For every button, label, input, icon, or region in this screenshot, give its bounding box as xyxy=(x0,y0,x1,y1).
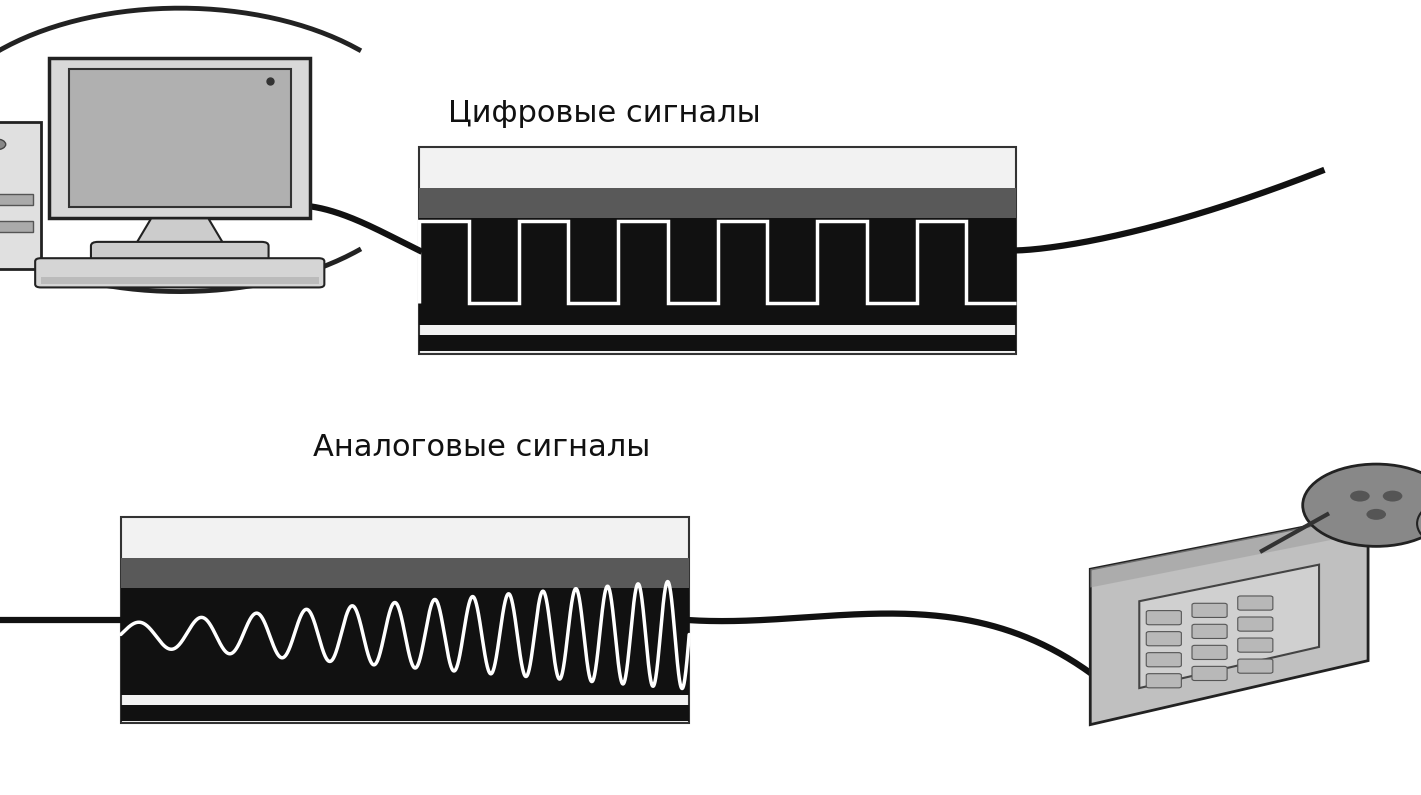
Bar xyxy=(0,194,33,205)
Circle shape xyxy=(0,139,6,150)
FancyBboxPatch shape xyxy=(1147,653,1181,667)
FancyBboxPatch shape xyxy=(1192,646,1228,660)
Circle shape xyxy=(1417,496,1421,551)
Bar xyxy=(121,517,689,723)
FancyBboxPatch shape xyxy=(1238,617,1273,631)
FancyBboxPatch shape xyxy=(1147,631,1181,646)
FancyBboxPatch shape xyxy=(1238,638,1273,652)
FancyBboxPatch shape xyxy=(1192,666,1228,681)
FancyBboxPatch shape xyxy=(1147,673,1181,688)
FancyBboxPatch shape xyxy=(1238,596,1273,610)
Polygon shape xyxy=(1090,514,1368,588)
FancyBboxPatch shape xyxy=(1238,659,1273,673)
Polygon shape xyxy=(1090,514,1368,725)
Circle shape xyxy=(1303,464,1421,546)
Polygon shape xyxy=(135,219,225,246)
FancyBboxPatch shape xyxy=(1147,611,1181,625)
Bar xyxy=(121,558,689,588)
Bar xyxy=(419,188,1016,325)
Bar xyxy=(121,704,689,720)
Bar xyxy=(41,277,318,285)
FancyBboxPatch shape xyxy=(36,258,324,288)
Circle shape xyxy=(1367,509,1385,520)
Circle shape xyxy=(1383,491,1403,502)
Bar xyxy=(68,69,291,207)
Bar xyxy=(48,59,310,219)
Bar xyxy=(419,188,1016,219)
FancyBboxPatch shape xyxy=(1192,624,1228,638)
FancyBboxPatch shape xyxy=(1192,603,1228,618)
Bar xyxy=(419,147,1016,354)
Bar xyxy=(0,122,41,269)
Bar xyxy=(0,221,33,232)
Text: Цифровые сигналы: Цифровые сигналы xyxy=(448,99,760,128)
Circle shape xyxy=(1350,491,1370,502)
Bar xyxy=(419,335,1016,351)
Bar xyxy=(121,558,689,695)
Polygon shape xyxy=(1140,564,1319,688)
Text: Аналоговые сигналы: Аналоговые сигналы xyxy=(313,433,649,462)
FancyBboxPatch shape xyxy=(91,242,269,270)
